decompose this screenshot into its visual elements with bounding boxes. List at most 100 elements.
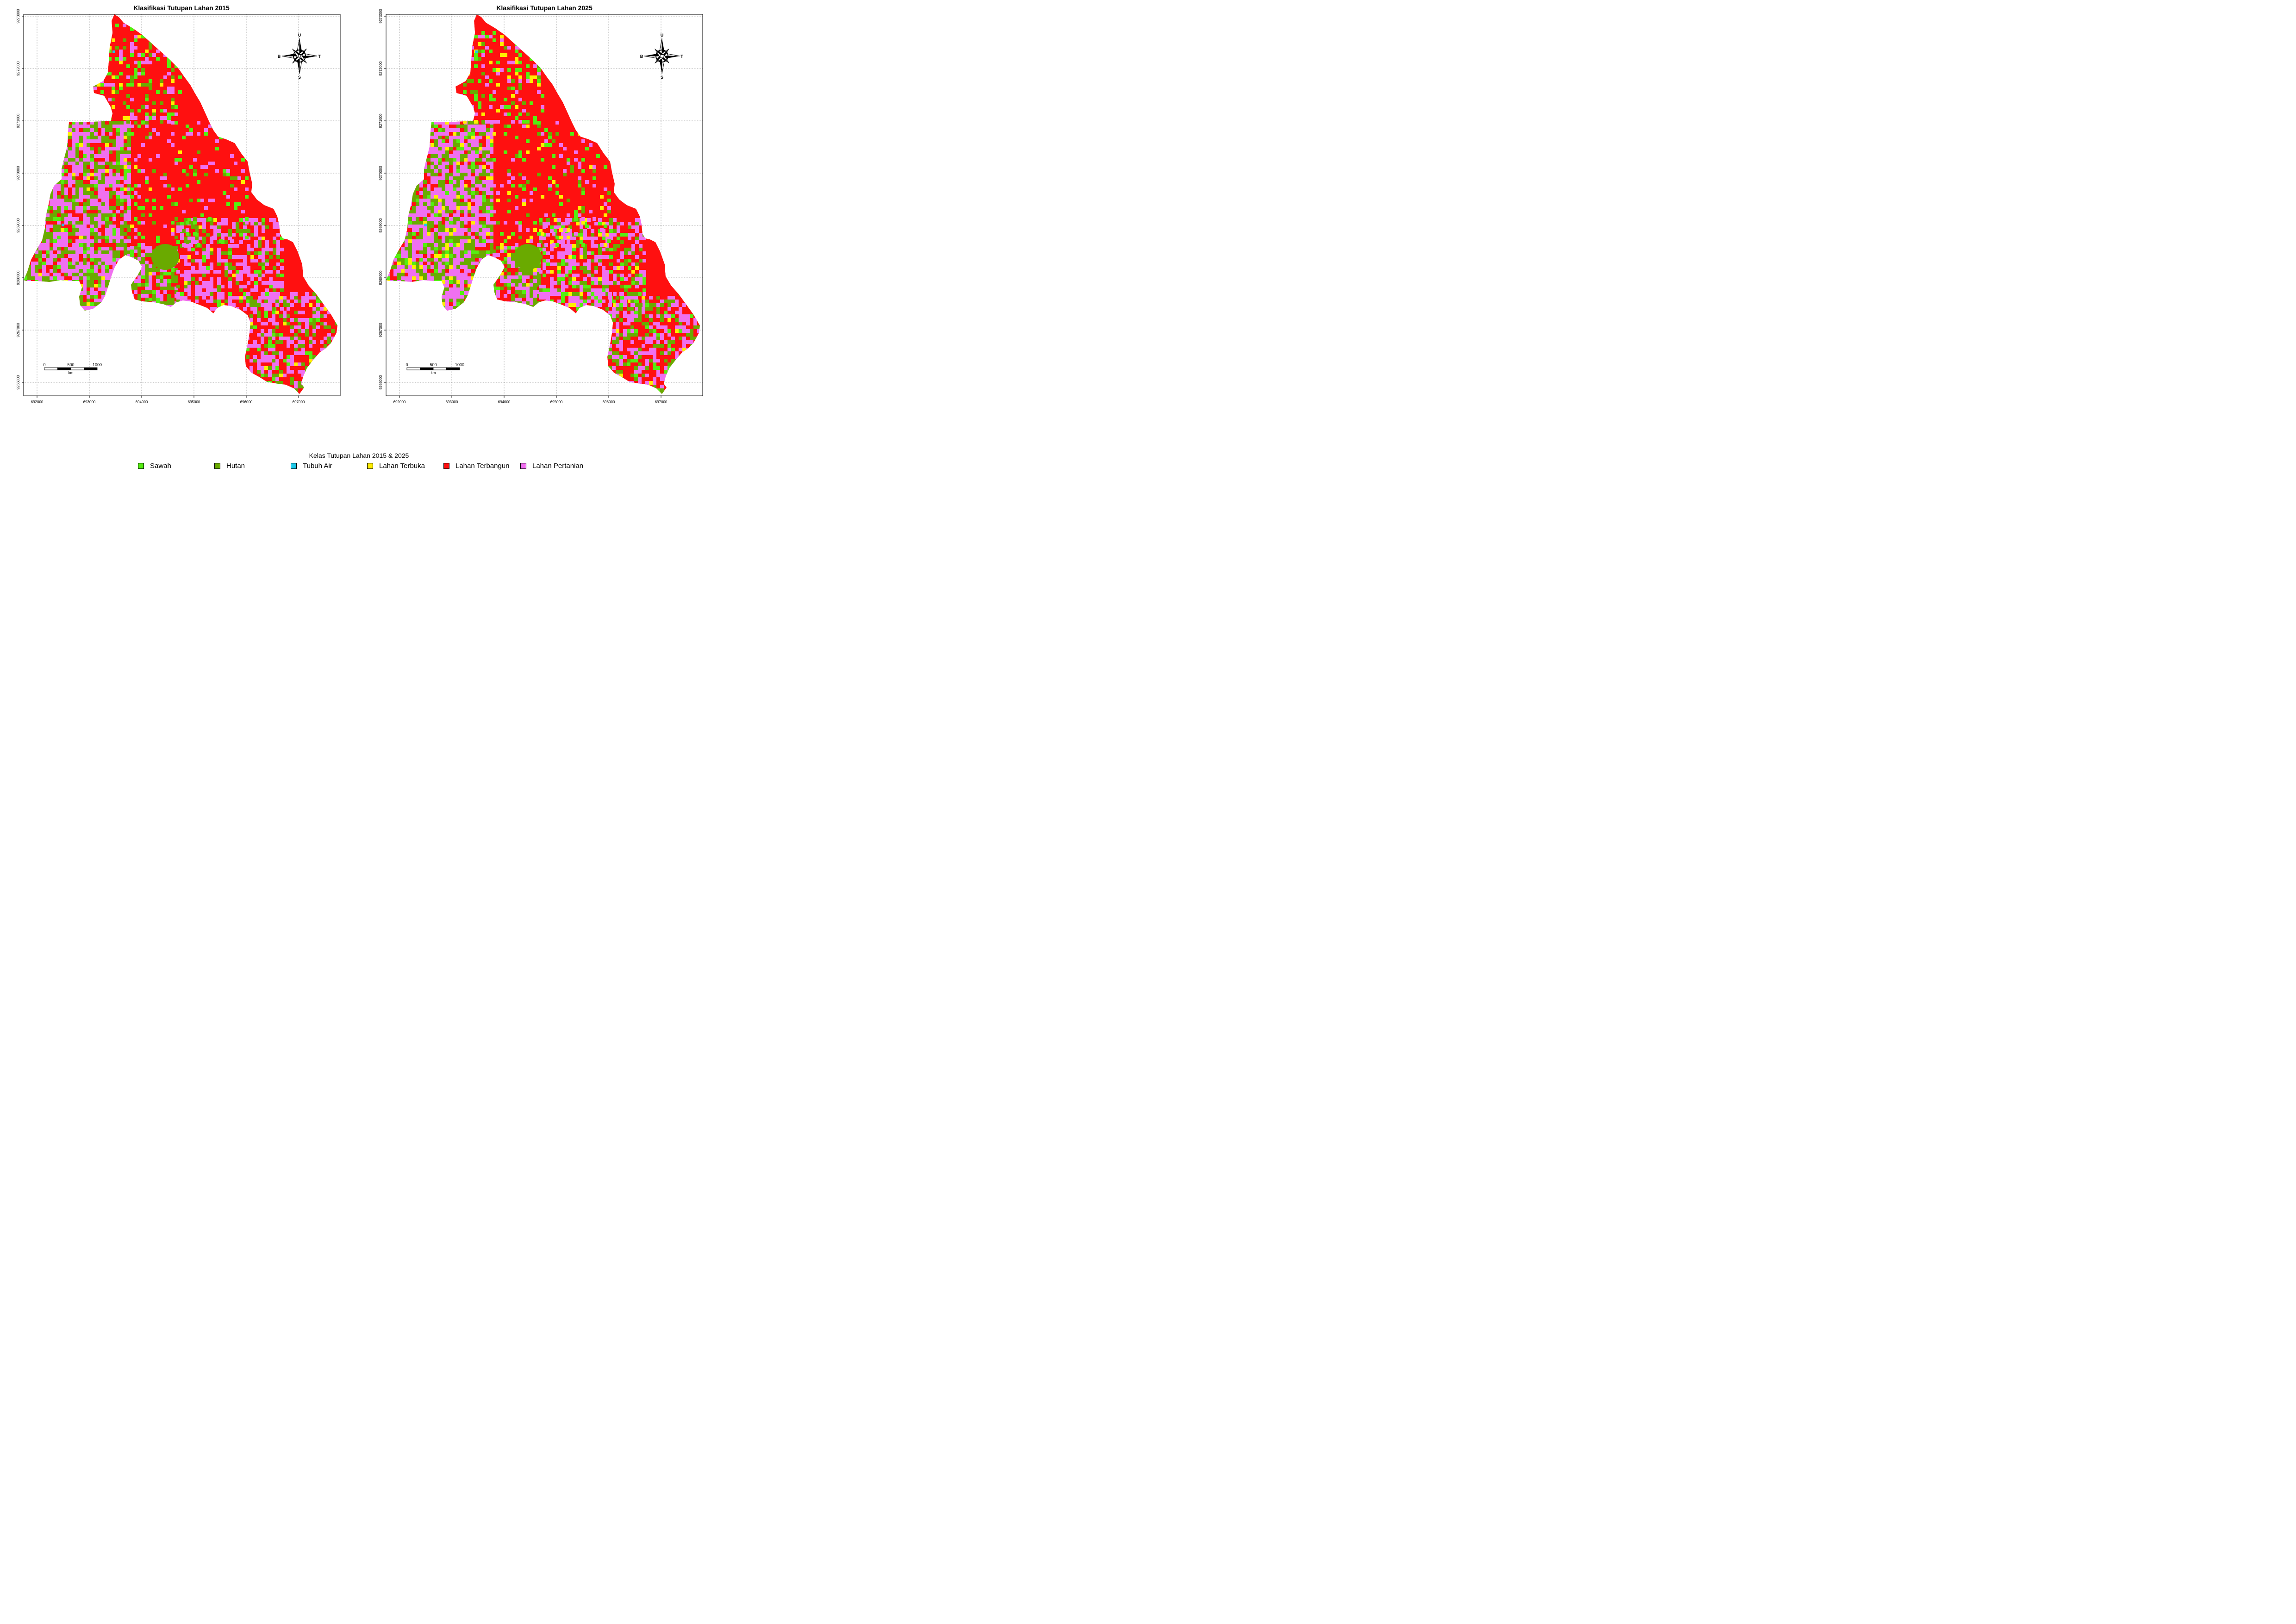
land-cover-cell xyxy=(467,72,470,75)
land-cover-cell xyxy=(57,165,61,169)
land-cover-cell xyxy=(109,284,112,287)
land-cover-cell xyxy=(526,309,530,312)
land-cover-cell xyxy=(50,225,53,228)
land-cover-cell xyxy=(112,75,115,79)
land-cover-cell xyxy=(464,125,468,128)
land-cover-cell xyxy=(61,310,64,313)
land-cover-cell xyxy=(264,322,268,325)
land-cover-cell xyxy=(653,351,656,355)
land-cover-cell xyxy=(105,310,109,313)
land-cover-cell xyxy=(175,162,178,165)
land-cover-cell xyxy=(24,125,27,128)
land-cover-cell xyxy=(90,202,94,206)
land-cover-cell xyxy=(438,217,442,221)
land-cover-cell xyxy=(127,239,131,243)
land-cover-cell xyxy=(539,237,543,240)
land-cover-cell xyxy=(445,254,449,258)
land-cover-cell xyxy=(90,173,94,176)
land-cover-cell xyxy=(675,351,679,355)
land-cover-cell xyxy=(605,281,609,285)
land-cover-cell xyxy=(112,143,116,147)
land-cover-cell xyxy=(167,57,171,61)
land-cover-cell xyxy=(565,292,568,296)
land-cover-cell xyxy=(565,222,568,225)
land-cover-cell xyxy=(412,232,416,236)
land-cover-cell xyxy=(405,258,408,262)
land-cover-cell xyxy=(246,322,250,325)
land-cover-cell xyxy=(283,374,287,377)
land-cover-cell xyxy=(149,279,152,283)
land-cover-cell xyxy=(254,222,258,225)
land-cover-cell xyxy=(419,210,423,213)
land-cover-cell xyxy=(261,366,264,370)
land-cover-cell xyxy=(200,165,204,169)
land-cover-cell xyxy=(470,57,474,61)
land-cover-cell xyxy=(456,299,460,302)
land-cover-cell xyxy=(631,281,635,285)
land-cover-cell xyxy=(105,180,109,184)
land-cover-cell xyxy=(243,307,247,311)
land-cover-cell xyxy=(191,303,195,307)
land-cover-cell xyxy=(261,381,264,385)
land-cover-cell xyxy=(442,173,445,176)
land-cover-cell xyxy=(305,333,309,337)
land-cover-cell xyxy=(479,147,482,150)
land-cover-cell xyxy=(75,132,79,136)
land-cover-cell xyxy=(35,269,38,273)
land-cover-cell xyxy=(61,243,64,247)
land-cover-cell xyxy=(635,222,639,225)
land-cover-cell xyxy=(438,228,442,232)
land-cover-cell xyxy=(145,294,149,298)
land-cover-cell xyxy=(269,300,273,303)
land-cover-cell xyxy=(419,273,423,276)
land-cover-cell xyxy=(72,225,75,228)
land-cover-cell xyxy=(405,132,408,136)
land-cover-cell xyxy=(79,191,83,195)
land-cover-cell xyxy=(61,276,64,280)
land-cover-cell xyxy=(305,388,309,392)
land-cover-cell xyxy=(635,300,639,303)
land-cover-cell xyxy=(628,266,631,270)
land-cover-cell xyxy=(27,184,31,187)
land-cover-cell xyxy=(105,265,109,269)
land-cover-cell xyxy=(149,309,152,312)
scale-bar-unit: km xyxy=(69,371,74,375)
land-cover-cell xyxy=(453,162,456,165)
land-cover-cell xyxy=(612,359,616,362)
land-cover-cell xyxy=(526,64,530,68)
land-cover-cell xyxy=(294,337,298,340)
land-cover-cell xyxy=(253,344,257,348)
land-cover-cell xyxy=(335,303,337,307)
land-cover-cell xyxy=(149,305,152,309)
land-cover-cell xyxy=(75,306,79,310)
land-cover-cell xyxy=(186,125,189,128)
land-cover-cell xyxy=(393,162,397,165)
land-cover-cell xyxy=(287,314,290,318)
land-cover-cell xyxy=(186,228,189,232)
land-cover-cell xyxy=(390,228,393,232)
land-cover-cell xyxy=(257,348,261,351)
land-cover-cell xyxy=(105,276,109,280)
land-cover-cell xyxy=(38,199,42,202)
y-tick-label: 9271000 xyxy=(16,113,20,128)
land-cover-cell xyxy=(105,210,109,213)
land-cover-cell xyxy=(616,344,619,348)
land-cover-cell xyxy=(171,228,175,232)
land-cover-cell xyxy=(481,64,485,68)
land-cover-cell xyxy=(127,121,131,125)
land-cover-cell xyxy=(471,217,475,221)
land-cover-cell xyxy=(490,250,493,254)
land-cover-cell xyxy=(675,303,679,307)
land-cover-cell xyxy=(283,314,287,318)
land-cover-cell xyxy=(386,121,390,125)
land-cover-cell xyxy=(236,270,239,274)
land-cover-cell xyxy=(250,370,253,374)
land-cover-cell xyxy=(268,381,272,385)
land-cover-cell xyxy=(108,24,112,27)
land-cover-cell xyxy=(50,232,53,236)
land-cover-cell xyxy=(693,388,697,392)
land-cover-cell xyxy=(653,355,656,359)
land-cover-cell xyxy=(46,306,50,310)
land-cover-cell xyxy=(276,281,280,285)
land-cover-cell xyxy=(594,237,598,240)
